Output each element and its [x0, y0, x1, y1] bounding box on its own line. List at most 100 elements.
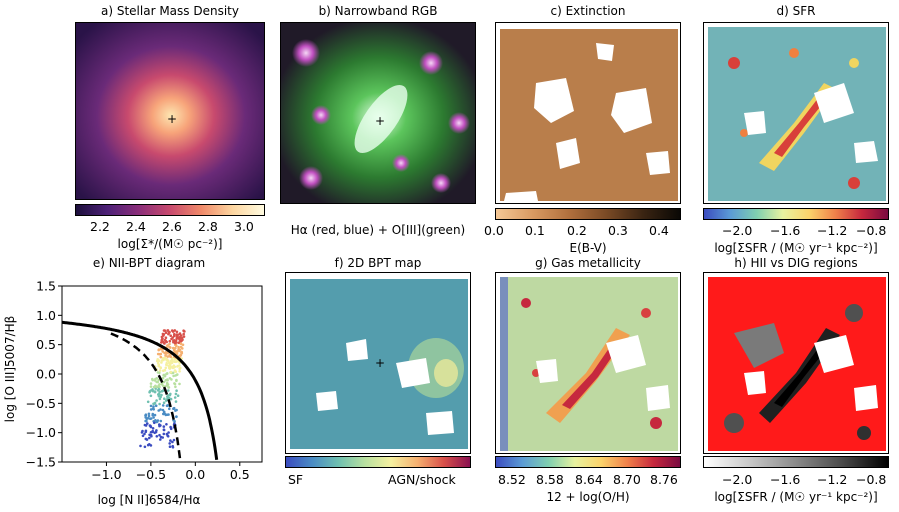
bpt-point	[162, 432, 166, 436]
bpt-point	[179, 366, 182, 370]
bpt-point	[176, 334, 179, 338]
bpt-point	[150, 434, 153, 438]
bpt-point	[163, 368, 167, 372]
bpt-point	[177, 347, 180, 351]
bpt-point	[153, 413, 157, 417]
bpt-point	[171, 440, 174, 444]
bpt-point	[164, 351, 167, 355]
colorbar-c	[495, 208, 681, 220]
bpt-point	[159, 355, 163, 359]
center-marker-a: +	[167, 112, 177, 126]
panel-c-title: c) Extinction	[550, 4, 626, 18]
cbar-a-tick: 2.2	[90, 219, 110, 234]
bpt-point	[151, 430, 154, 434]
cbar-a-label: log[Σ*/(M☉ pc⁻²)]	[117, 237, 223, 251]
bpt-point	[175, 360, 179, 363]
bpt-point	[159, 438, 162, 441]
bpt-point	[164, 336, 168, 339]
cbar-g-tick: 8.52	[498, 472, 526, 487]
bpt-point	[160, 390, 164, 393]
cbar-a-tick: 2.8	[198, 219, 218, 234]
bpt-point	[159, 435, 163, 439]
extinction-map	[495, 22, 681, 204]
cbar-a-tick: 2.6	[162, 219, 182, 234]
bpt-point	[158, 433, 161, 437]
bpt-point	[158, 390, 161, 394]
bpt-point	[164, 366, 168, 370]
bpt-point	[172, 348, 176, 352]
bpt-point	[165, 423, 168, 426]
bpt-point	[167, 386, 170, 389]
bpt-point	[166, 434, 169, 437]
bpt-point	[180, 336, 184, 340]
bpt-point	[164, 399, 168, 402]
panel-b-title: b) Narrowband RGB	[318, 4, 438, 18]
bpt-point	[171, 336, 174, 339]
bpt-point	[175, 344, 178, 347]
bpt-point	[153, 421, 156, 425]
cbar-a-tick: 2.4	[126, 219, 146, 234]
bpt-point	[149, 417, 152, 420]
bpt-point	[161, 337, 164, 341]
bpt-point	[168, 393, 172, 397]
colorbar-f	[285, 456, 471, 468]
bpt-point	[162, 334, 165, 337]
bpt-point	[178, 370, 181, 373]
kauffmann-line	[110, 332, 182, 461]
hii-dig-map	[703, 272, 889, 454]
cbar-h-tick: −2.0	[722, 472, 753, 487]
cbar-a-tick: 3.0	[234, 219, 254, 234]
bpt-point	[144, 419, 147, 423]
y-tick-label: 1.0	[36, 308, 56, 323]
bpt-point	[162, 425, 166, 428]
bpt-point	[149, 404, 153, 408]
bpt-point	[158, 423, 161, 426]
kewley-line	[62, 320, 219, 461]
bpt-point	[162, 341, 166, 345]
panel-h-title: h) HII vs DIG regions	[734, 256, 858, 270]
bpt-point	[165, 340, 168, 344]
bpt-point	[149, 424, 152, 428]
bpt-point	[161, 350, 164, 353]
bpt-point	[158, 352, 161, 356]
cbar-g-tick: 8.58	[536, 472, 564, 487]
bpt-point	[173, 382, 177, 386]
cbar-g-tick: 8.64	[575, 472, 603, 487]
bpt-point	[175, 415, 178, 419]
bpt-point	[166, 344, 169, 347]
bpt-point	[157, 378, 160, 382]
bpt-point	[174, 370, 178, 373]
bpt-point	[155, 420, 159, 424]
bpt-point	[175, 389, 178, 392]
bpt-point	[174, 346, 177, 350]
bpt-point	[171, 346, 175, 350]
panel-a-title: a) Stellar Mass Density	[101, 4, 239, 18]
bpt-point	[149, 382, 153, 385]
cbar-g-tick: 8.76	[650, 472, 678, 487]
bpt-2d-map: +	[285, 272, 471, 454]
bpt-point	[168, 445, 172, 448]
cbar-c-tick: 0.2	[567, 223, 587, 238]
panel-g-title: g) Gas metallicity	[535, 256, 641, 270]
bpt-point	[167, 431, 170, 434]
bpt-point	[165, 363, 168, 367]
bpt-point	[181, 347, 184, 350]
bpt-point	[179, 353, 183, 357]
bpt-point	[164, 413, 168, 417]
bpt-point	[149, 385, 153, 388]
bpt-point	[168, 442, 171, 445]
colorbar-h	[703, 456, 889, 468]
bpt-point	[151, 427, 155, 430]
x-tick-label: 0.5	[230, 467, 250, 482]
bpt-point	[139, 444, 142, 448]
y-tick-label: −0.5	[26, 396, 56, 411]
bpt-point	[144, 413, 148, 416]
bpt-point	[155, 429, 158, 432]
bpt-point	[149, 394, 153, 398]
bpt-point	[162, 380, 166, 384]
bpt-point	[168, 377, 172, 380]
stellar-mass-map: +	[75, 22, 265, 200]
bpt-point	[171, 371, 175, 375]
bpt-point	[152, 385, 156, 389]
bpt-point	[158, 369, 162, 372]
